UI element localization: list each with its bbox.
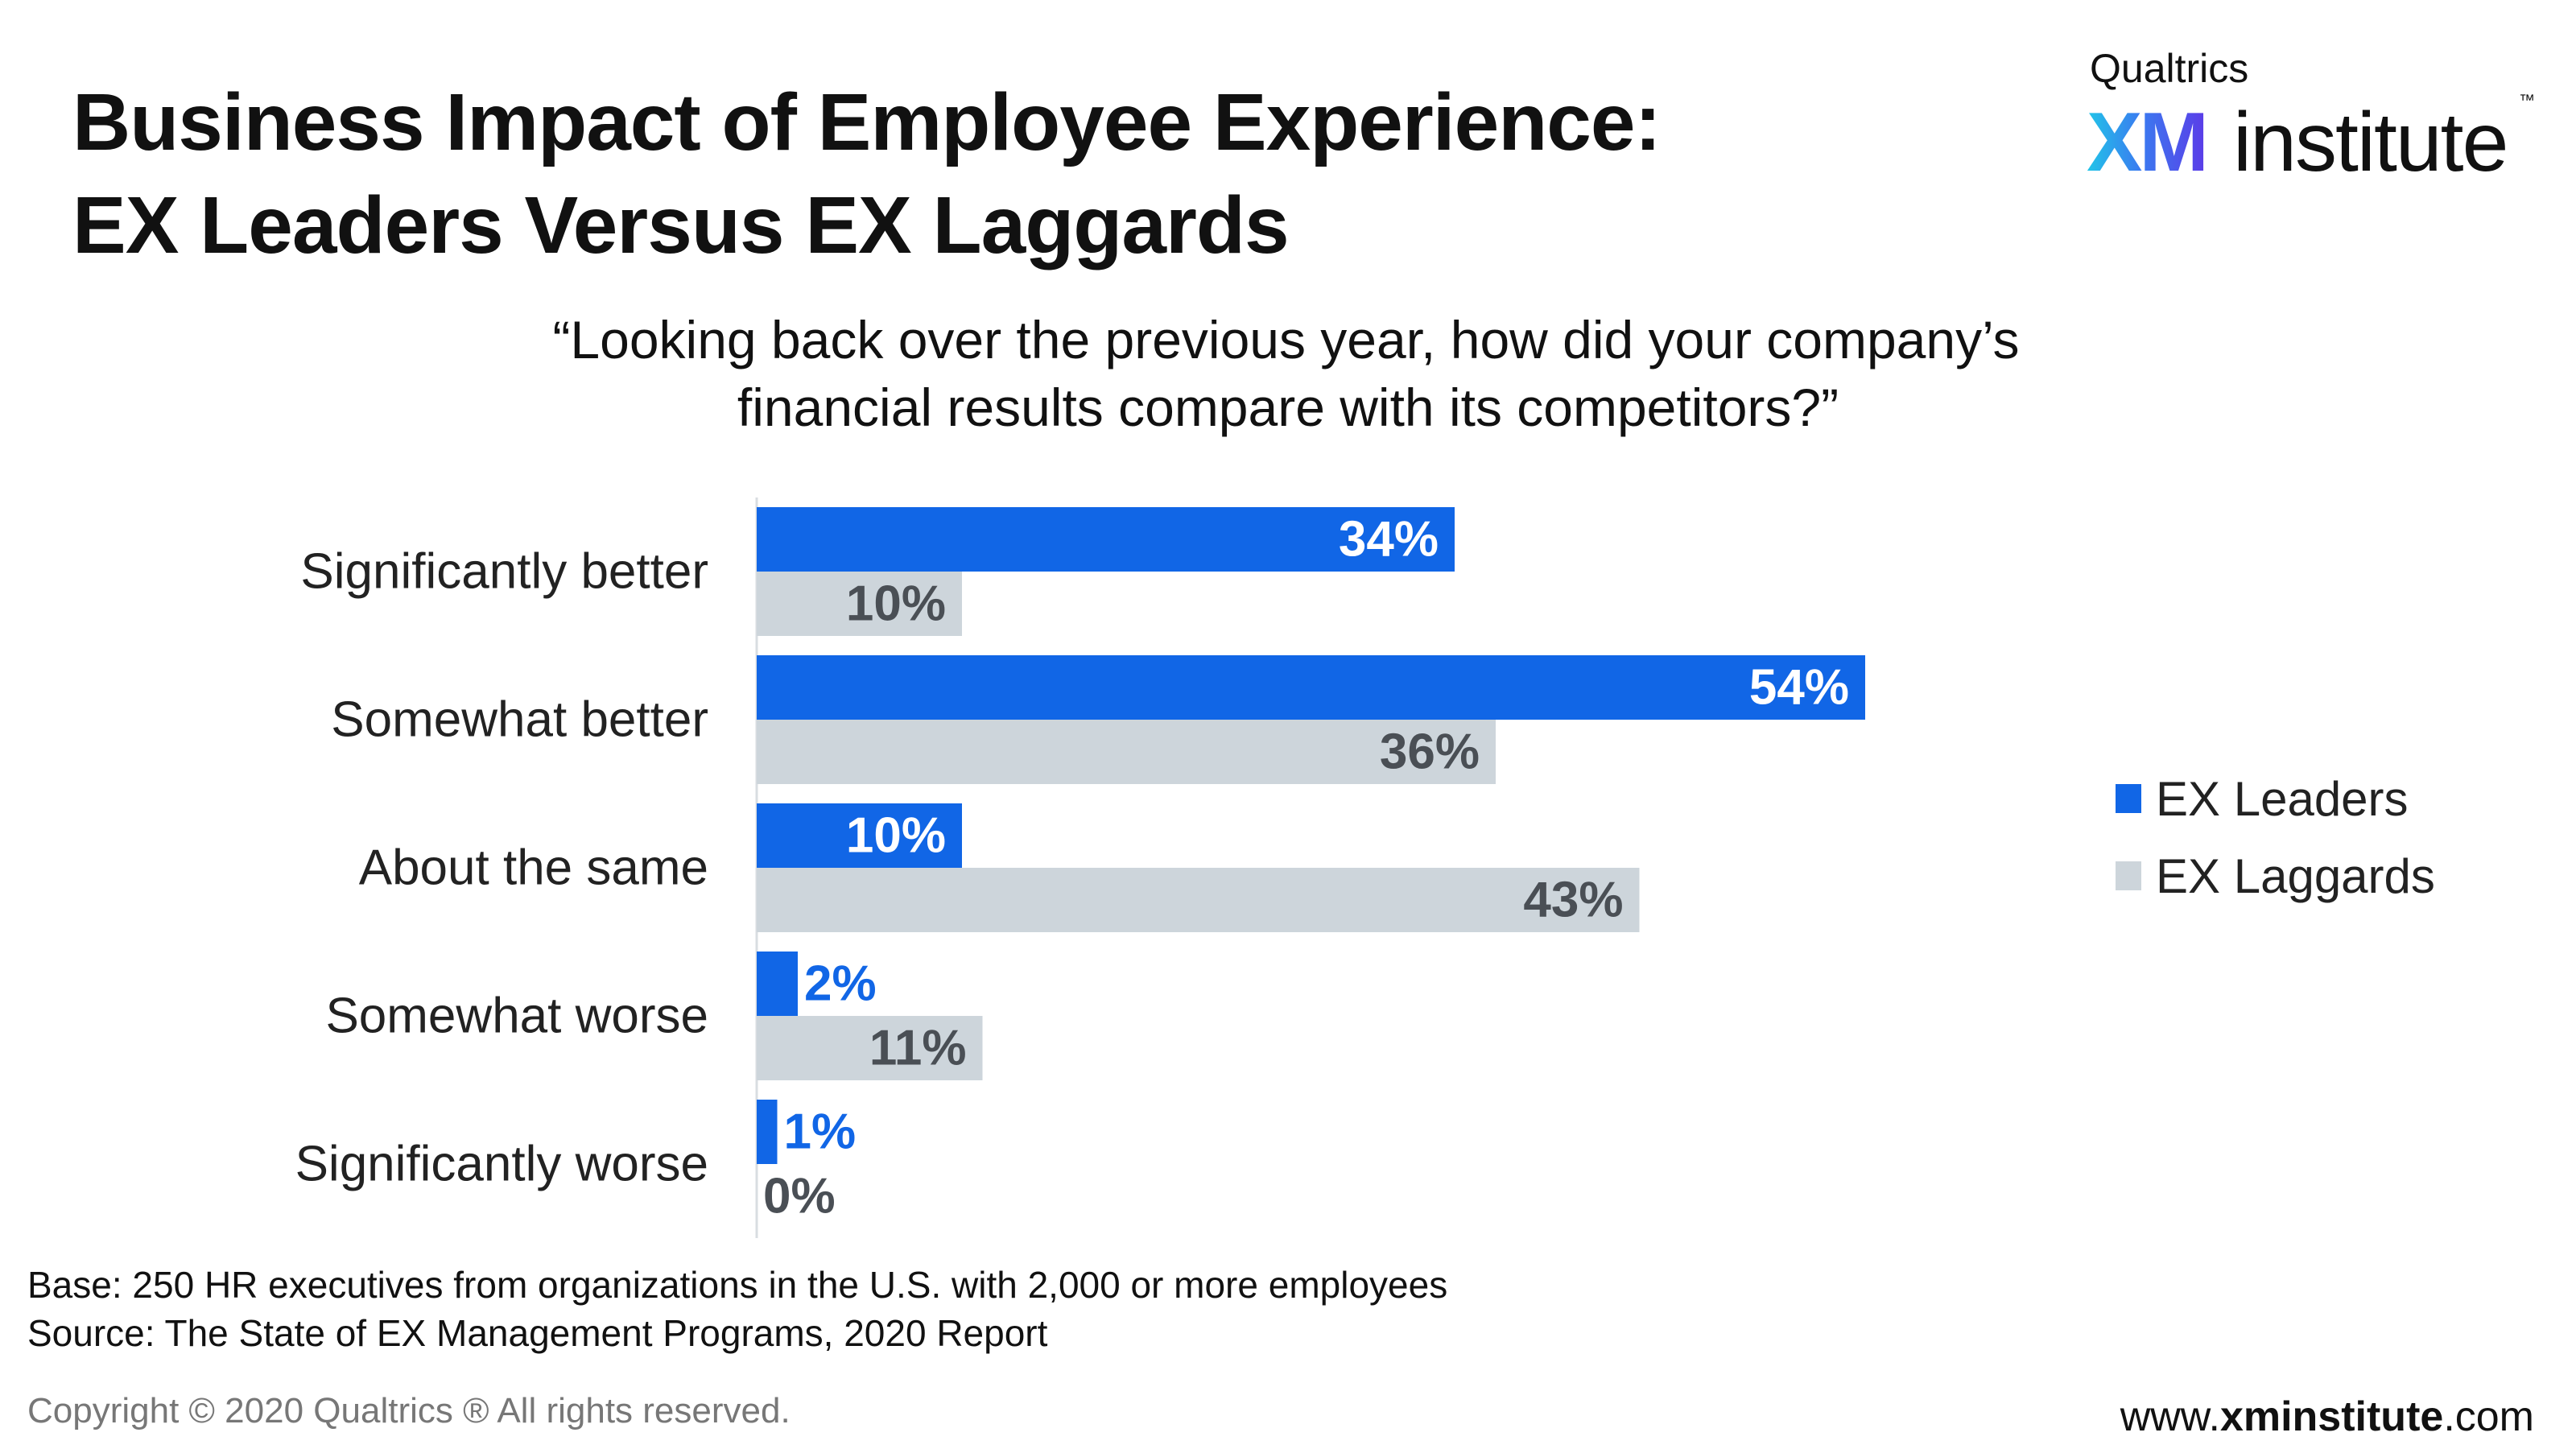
source-note: Source: The State of EX Management Progr… <box>27 1312 1048 1354</box>
chart-title-line-2: EX Leaders Versus EX Laggards <box>72 180 1290 270</box>
bar-ex-leaders-significantly-worse <box>757 1100 778 1164</box>
survey-question-line-1: “Looking back over the previous year, ho… <box>552 310 2020 369</box>
bar-ex-leaders-significantly-better <box>757 507 1455 572</box>
data-label-ex-laggards-somewhat-better: 36% <box>1380 724 1480 780</box>
data-label-ex-laggards-about-the-same: 43% <box>1523 873 1623 928</box>
base-note: Base: 250 HR executives from organizatio… <box>27 1264 1448 1306</box>
logo-institute: institute <box>2233 96 2508 189</box>
qualtrics-xm-institute-logo: Qualtrics XM institute ™ <box>2080 42 2535 189</box>
bar-ex-laggards-somewhat-better <box>757 720 1496 784</box>
chart-legend: EX Leaders EX Laggards <box>2116 760 2435 914</box>
bar-ex-leaders-somewhat-worse <box>757 952 798 1016</box>
legend-label-ex-leaders: EX Leaders <box>2156 771 2409 826</box>
copyright-notice: Copyright © 2020 Qualtrics ® All rights … <box>27 1391 791 1430</box>
legend-item-ex-leaders: EX Leaders <box>2116 760 2435 837</box>
bar-ex-laggards-significantly-better <box>757 572 962 636</box>
data-label-ex-leaders-about-the-same: 10% <box>846 808 946 864</box>
category-label-somewhat-better: Somewhat better <box>331 692 708 748</box>
chart-notes: Base: 250 HR executives from organizatio… <box>27 1261 1447 1357</box>
website-link[interactable]: www.xminstitute.com <box>2120 1393 2534 1441</box>
data-label-ex-leaders-significantly-better: 34% <box>1339 512 1439 568</box>
logo-brand: Qualtrics <box>2090 46 2249 91</box>
legend-label-ex-laggards: EX Laggards <box>2156 848 2435 903</box>
category-label-significantly-better: Significantly better <box>300 544 708 600</box>
chart-title-line-1: Business Impact of Employee Experience: <box>72 77 1662 167</box>
data-label-ex-leaders-significantly-worse: 1% <box>784 1104 857 1160</box>
data-label-ex-laggards-somewhat-worse: 11% <box>869 1021 967 1076</box>
chart-title: Business Impact of Employee Experience: … <box>72 71 1662 277</box>
bar-ex-leaders-about-the-same <box>757 803 962 868</box>
bar-ex-leaders-somewhat-better <box>757 655 1865 720</box>
bar-ex-laggards-somewhat-worse <box>757 1016 983 1080</box>
logo-trademark: ™ <box>2519 92 2535 109</box>
legend-swatch-ex-laggards <box>2116 861 2141 890</box>
category-label-somewhat-worse: Somewhat worse <box>325 989 708 1044</box>
data-label-ex-laggards-significantly-worse: 0% <box>763 1169 836 1224</box>
category-label-about-the-same: About the same <box>359 840 708 896</box>
legend-item-ex-laggards: EX Laggards <box>2116 837 2435 914</box>
website-prefix: www. <box>2120 1393 2220 1440</box>
website-suffix: .com <box>2443 1393 2534 1440</box>
data-label-ex-leaders-somewhat-better: 54% <box>1749 660 1849 716</box>
website-domain: xminstitute <box>2219 1393 2444 1440</box>
legend-swatch-ex-leaders <box>2116 784 2141 813</box>
logo-xm: XM <box>2087 96 2209 189</box>
data-label-ex-laggards-significantly-better: 10% <box>846 576 946 632</box>
survey-question: “Looking back over the previous year, ho… <box>0 306 2576 441</box>
survey-question-line-2: financial results compare with its compe… <box>737 378 1839 437</box>
data-label-ex-leaders-somewhat-worse: 2% <box>804 956 877 1012</box>
category-label-significantly-worse: Significantly worse <box>295 1137 708 1192</box>
bar-ex-laggards-about-the-same <box>757 868 1640 932</box>
